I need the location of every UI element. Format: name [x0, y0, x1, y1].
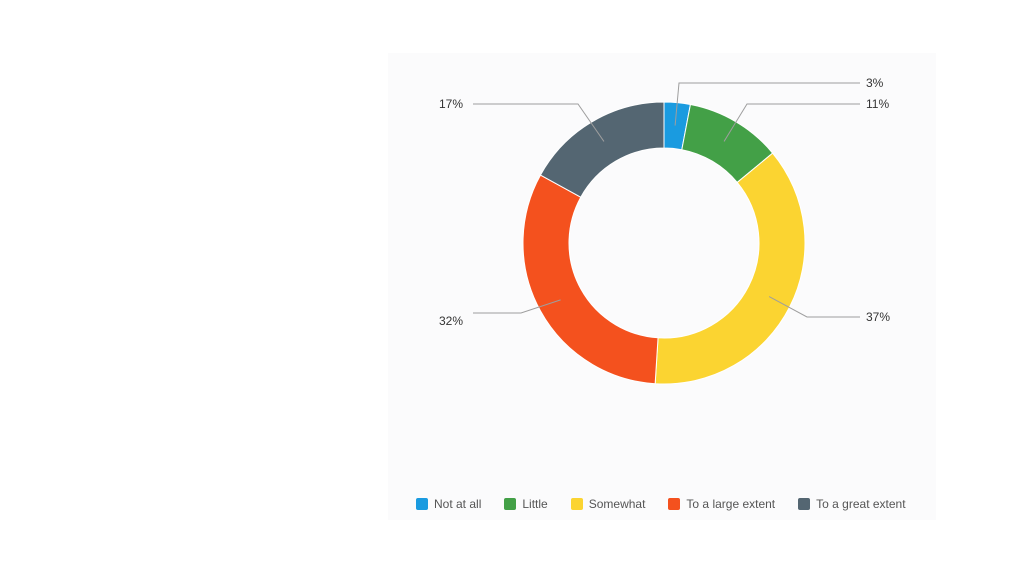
legend-label: Little	[522, 497, 548, 511]
slice-to-a-great-extent[interactable]	[539, 101, 665, 198]
leader-line-little	[723, 103, 860, 142]
leader-line-not-at-all	[674, 82, 860, 126]
legend-item-not-at-all[interactable]: Not at all	[416, 497, 481, 511]
legend-swatch	[570, 498, 583, 510]
legend-label: To a large extent	[686, 497, 776, 511]
legend-swatch	[798, 498, 811, 510]
data-label-little: 11%	[866, 97, 889, 111]
legend-item-to-a-large-extent[interactable]: To a large extent	[668, 497, 775, 511]
legend-swatch	[416, 498, 428, 510]
legend-item-to-a-great-extent[interactable]: To a great extent	[798, 497, 906, 511]
leader-line-to-a-great-extent	[473, 103, 605, 142]
slice-somewhat[interactable]	[654, 152, 806, 385]
leader-line-to-a-large-extent	[473, 299, 561, 314]
chart-legend: Not at all Little Somewhat To a large exten…	[416, 497, 906, 511]
legend-label: Not at all	[434, 497, 482, 511]
chart-panel: 3% 11% 37% 32% 17% Not at all Little Somewhat T…	[388, 53, 936, 520]
legend-swatch	[504, 498, 517, 510]
data-label-not-at-all: 3%	[866, 76, 884, 90]
legend-label: Somewhat	[588, 497, 646, 511]
donut-chart: 3% 11% 37% 32% 17%	[439, 76, 890, 385]
data-label-somewhat: 37%	[866, 310, 890, 324]
legend-swatch	[668, 498, 681, 510]
legend-item-little[interactable]: Little	[504, 497, 548, 511]
legend-label: To a great extent	[816, 497, 906, 511]
legend-item-somewhat[interactable]: Somewhat	[570, 497, 646, 511]
data-label-to-a-great-extent: 17%	[439, 97, 463, 111]
slice-to-a-large-extent[interactable]	[522, 174, 659, 385]
leader-line-somewhat	[768, 296, 860, 318]
data-label-to-a-large-extent: 32%	[439, 314, 463, 328]
